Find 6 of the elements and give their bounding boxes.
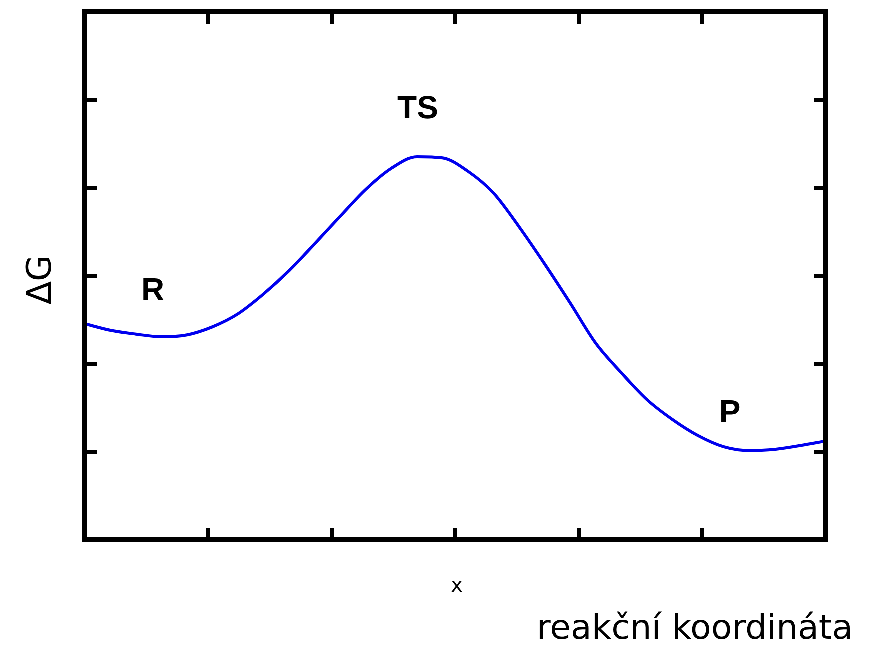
annotation: R [141,272,165,308]
text: reakční koordináta [536,608,854,646]
y-axis-title: ΔG [20,255,60,305]
x-axis-title: x [451,573,463,597]
annotation: P [719,394,741,430]
text: TS [398,90,438,126]
